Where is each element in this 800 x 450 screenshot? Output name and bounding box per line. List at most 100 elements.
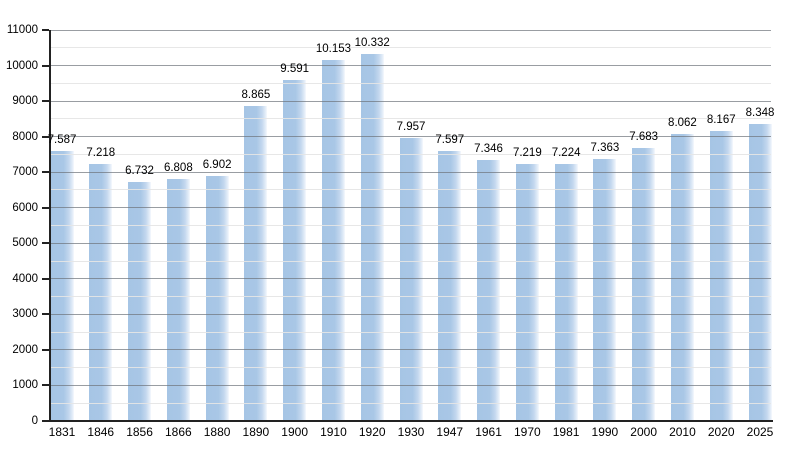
bar-value-label: 7.587 xyxy=(47,134,77,147)
bar-value-label: 8.167 xyxy=(706,113,736,126)
y-axis-tick xyxy=(42,29,49,31)
y-axis-tick xyxy=(42,171,49,174)
minor-gridline xyxy=(50,82,771,84)
bar xyxy=(321,60,345,421)
bar xyxy=(709,130,733,421)
bar xyxy=(128,181,152,421)
x-axis-tick-label: 1831 xyxy=(48,425,76,439)
x-axis-tick-label: 2020 xyxy=(707,425,735,439)
bar-value-label: 6.732 xyxy=(125,164,154,177)
major-gridline xyxy=(50,278,771,280)
x-axis-tick-label: 2025 xyxy=(746,425,774,439)
bar xyxy=(283,80,307,421)
major-gridline xyxy=(50,100,771,102)
bar xyxy=(554,164,578,421)
y-axis-tick-label: 11000 xyxy=(6,24,38,36)
x-axis-line xyxy=(46,420,773,422)
y-axis-tick xyxy=(42,420,49,422)
bar-value-label: 6.808 xyxy=(163,162,193,174)
bar-value-label: 7.957 xyxy=(396,121,426,134)
y-axis-tick xyxy=(42,277,49,280)
bar xyxy=(632,147,656,421)
bar-value-label: 6.902 xyxy=(202,158,232,171)
y-axis-tick-label: 4000 xyxy=(12,272,38,285)
bar-value-label: 7.683 xyxy=(629,130,659,143)
y-axis-tick-label: 5000 xyxy=(12,237,38,250)
major-gridline xyxy=(50,207,771,209)
bar xyxy=(244,105,268,421)
y-axis-tick xyxy=(42,135,49,138)
bar xyxy=(438,150,462,421)
x-axis-tick-label: 1961 xyxy=(475,425,502,439)
y-axis-tick-label: 0 xyxy=(31,415,38,427)
x-axis-tick-label: 1846 xyxy=(87,425,115,439)
x-axis-tick-label: 1981 xyxy=(552,425,580,439)
x-axis-tick-label: 1880 xyxy=(203,425,231,439)
major-gridline xyxy=(50,349,771,351)
bar-value-label: 7.218 xyxy=(86,147,116,160)
x-axis-tick-label: 1970 xyxy=(513,425,541,439)
x-axis-tick-label: 2000 xyxy=(630,425,657,439)
major-gridline xyxy=(50,29,771,31)
y-axis-tick xyxy=(42,384,49,387)
y-axis-tick-label: 8000 xyxy=(12,130,38,143)
y-axis-tick-label: 3000 xyxy=(12,308,38,321)
x-axis-tick-label: 1856 xyxy=(126,425,153,439)
minor-gridline xyxy=(50,47,771,49)
minor-gridline xyxy=(50,296,771,298)
x-axis-tick-label: 1990 xyxy=(591,425,619,439)
bar-value-label: 7.597 xyxy=(435,133,465,146)
y-axis-tick xyxy=(42,242,49,245)
major-gridline xyxy=(50,65,771,67)
bar-value-label: 10.153 xyxy=(315,43,352,56)
y-axis-tick-label: 2000 xyxy=(12,343,38,356)
bar-value-label: 10.332 xyxy=(354,36,390,49)
x-axis-tick-label: 1920 xyxy=(358,425,386,439)
minor-gridline xyxy=(50,402,771,404)
y-axis-tick-label: 6000 xyxy=(12,201,38,214)
major-gridline xyxy=(50,313,771,315)
bar xyxy=(748,124,772,421)
y-axis-tick xyxy=(42,206,49,209)
bar xyxy=(515,164,539,421)
bar-value-label: 7.346 xyxy=(474,142,503,155)
bar xyxy=(670,134,694,421)
bar xyxy=(205,175,229,421)
y-axis-tick-label: 7000 xyxy=(12,166,38,179)
minor-gridline xyxy=(50,260,771,262)
bar-value-label: 7.224 xyxy=(551,147,581,160)
minor-gridline xyxy=(50,153,771,155)
bar-value-label: 8.062 xyxy=(668,117,697,130)
bar xyxy=(166,179,190,421)
x-axis-tick-label: 1930 xyxy=(397,425,425,439)
x-axis-tick-label: 1900 xyxy=(281,425,308,439)
minor-gridline xyxy=(50,225,771,226)
major-gridline xyxy=(50,242,771,244)
x-axis-tick-label: 1910 xyxy=(320,425,347,439)
y-axis-tick-label: 10000 xyxy=(6,59,38,72)
bar xyxy=(89,164,113,421)
minor-gridline xyxy=(50,118,771,120)
y-axis-tick-label: 1000 xyxy=(12,379,38,392)
minor-gridline xyxy=(50,367,771,369)
x-axis-tick-label: 1947 xyxy=(436,425,464,439)
minor-gridline xyxy=(50,331,771,333)
y-axis-tick-label: 9000 xyxy=(12,95,38,108)
bar-value-label: 7.363 xyxy=(590,142,620,155)
bar-value-label: 7.219 xyxy=(512,147,542,160)
bar xyxy=(477,159,501,421)
major-gridline xyxy=(50,384,771,386)
major-gridline xyxy=(50,171,771,173)
minor-gridline xyxy=(50,189,771,191)
bar-value-label: 8.865 xyxy=(241,88,271,101)
x-axis-tick-label: 1890 xyxy=(242,425,270,439)
y-axis-tick xyxy=(42,100,49,103)
x-axis-tick-label: 1866 xyxy=(164,425,192,439)
bar-value-label: 8.348 xyxy=(745,107,775,120)
y-axis-tick xyxy=(42,64,49,67)
y-axis-line xyxy=(48,30,51,422)
major-gridline xyxy=(50,136,771,138)
bar xyxy=(593,159,617,421)
y-axis-tick xyxy=(42,313,49,316)
